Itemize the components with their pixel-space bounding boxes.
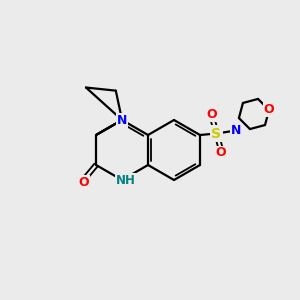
- Text: O: O: [216, 146, 226, 160]
- Text: O: O: [264, 103, 274, 116]
- Text: O: O: [207, 107, 217, 121]
- Text: O: O: [78, 176, 89, 190]
- Text: S: S: [212, 127, 221, 140]
- Text: N: N: [231, 124, 241, 137]
- Text: NH: NH: [116, 173, 136, 187]
- Text: N: N: [117, 113, 127, 127]
